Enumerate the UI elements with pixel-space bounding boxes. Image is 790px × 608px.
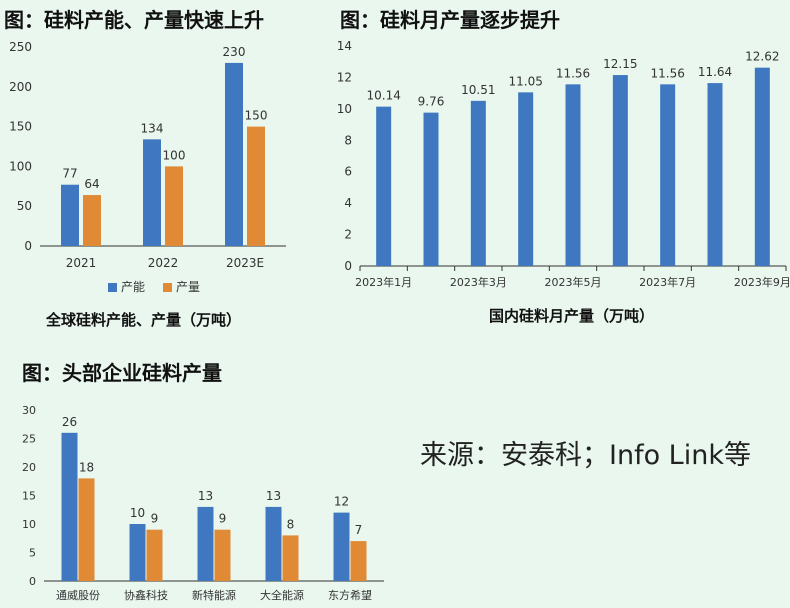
data-label: 11.56 [556, 66, 590, 80]
bar-series-1 [754, 67, 770, 266]
data-label: 11.56 [650, 66, 684, 80]
x-tick-label: 大全能源 [260, 588, 304, 602]
bar-series-1 [518, 92, 534, 266]
data-label: 13 [266, 489, 281, 503]
y-tick-label: 10 [337, 102, 352, 116]
y-tick-label: 0 [29, 575, 36, 588]
y-tick-label: 14 [337, 39, 352, 53]
bar-产量 [247, 126, 265, 246]
bar-series-1 [660, 84, 676, 266]
data-label: 9.76 [418, 95, 445, 109]
data-label: 100 [163, 148, 186, 162]
bar-series-2 [282, 535, 299, 581]
y-tick-label: 25 [22, 433, 36, 446]
heading-global-chart: 图：硅料产能、产量快速上升 [4, 8, 264, 32]
data-label: 12.62 [745, 50, 779, 64]
bar-series-1 [470, 100, 486, 266]
heading-leaders-chart: 图：头部企业硅料产量 [22, 361, 222, 385]
data-label: 10.51 [461, 83, 495, 97]
bar-产能 [225, 62, 243, 246]
y-tick-label: 12 [337, 70, 352, 84]
bar-产量 [83, 195, 101, 246]
y-tick-label: 4 [344, 196, 352, 210]
bar-产能 [143, 139, 161, 246]
x-tick-label: 通威股份 [56, 589, 100, 602]
data-label: 134 [141, 121, 164, 135]
data-label: 12.15 [603, 57, 637, 71]
bar-series-2 [214, 529, 231, 581]
data-label: 10 [130, 506, 145, 520]
leading-companies-output-chart: 0 5 10 15 20 25 30 26 18 通威股份 10 9 协鑫科技 13 9 新特能源 13 8 大全能… [22, 404, 384, 602]
x-tick-label: 2023年9月 [734, 275, 790, 289]
bar-产量 [165, 166, 183, 246]
x-tick-label: 新特能源 [192, 588, 236, 602]
source-note: 来源：安泰科；Info Link等 [420, 440, 751, 471]
bar-series-1 [423, 112, 439, 266]
y-tick-label: 5 [29, 547, 36, 560]
y-tick-label: 15 [22, 490, 36, 503]
y-tick-label: 250 [9, 40, 32, 54]
data-label: 77 [62, 167, 77, 181]
legend-swatch-产能 [108, 283, 117, 292]
bar-series-1 [197, 506, 214, 581]
y-tick-label: 6 [344, 165, 352, 179]
y-tick-label: 20 [22, 461, 36, 474]
data-label: 11.64 [698, 65, 732, 79]
legend-label: 产量 [176, 280, 200, 294]
bar-series-1 [265, 506, 282, 581]
x-tick-label: 协鑫科技 [124, 588, 168, 602]
x-tick-label: 东方希望 [328, 588, 372, 602]
x-tick-label: 2023年5月 [545, 275, 602, 289]
x-tick-label: 2023年3月 [450, 275, 507, 289]
caption-domestic-chart: 国内硅料月产量（万吨） [489, 307, 655, 325]
x-tick-label: 2023E [226, 256, 264, 270]
data-label: 13 [198, 489, 213, 503]
data-label: 9 [151, 512, 159, 526]
caption-global-chart: 全球硅料产能、产量（万吨） [46, 311, 242, 329]
y-tick-label: 30 [22, 404, 36, 417]
y-tick-label: 0 [344, 259, 352, 273]
data-label: 7 [355, 523, 363, 537]
bar-series-1 [61, 432, 78, 581]
domestic-monthly-output-chart: 0 2 4 6 8 10 12 14 10.14 2023年1月 9.76 10.51 2023年3月 1… [337, 39, 790, 289]
data-label: 11.05 [508, 74, 542, 88]
bar-产能 [61, 184, 79, 246]
y-tick-label: 150 [9, 120, 32, 134]
bar-series-1 [707, 83, 723, 266]
legend-label: 产能 [121, 280, 145, 294]
y-tick-label: 50 [17, 199, 32, 213]
bar-series-1 [333, 512, 350, 581]
x-tick-label: 2023年1月 [355, 275, 412, 289]
data-label: 12 [334, 495, 349, 509]
y-tick-label: 2 [344, 228, 352, 242]
y-tick-label: 10 [22, 518, 36, 531]
data-label: 10.14 [366, 89, 400, 103]
bar-series-1 [612, 75, 628, 266]
legend-swatch-产量 [163, 283, 172, 292]
data-label: 18 [79, 460, 94, 474]
data-label: 9 [219, 512, 227, 526]
y-tick-label: 0 [24, 239, 32, 253]
bar-series-2 [78, 478, 95, 581]
bar-series-2 [350, 541, 367, 581]
data-label: 64 [84, 177, 99, 191]
y-tick-label: 100 [9, 159, 32, 173]
bar-series-2 [146, 529, 163, 581]
global-capacity-output-chart: 0 50 100 150 200 250 77 64 2021 134 100 2022 230 150 2… [9, 40, 286, 294]
y-tick-label: 200 [9, 80, 32, 94]
data-label: 8 [287, 517, 295, 531]
data-label: 26 [62, 415, 77, 429]
x-tick-label: 2021 [66, 256, 97, 270]
bar-series-1 [376, 106, 392, 267]
bar-series-1 [129, 524, 146, 581]
bar-series-1 [565, 84, 581, 266]
heading-domestic-chart: 图：硅料月产量逐步提升 [340, 8, 560, 32]
x-tick-label: 2023年7月 [639, 275, 696, 289]
x-tick-label: 2022 [148, 256, 179, 270]
data-label: 230 [223, 45, 246, 59]
y-tick-label: 8 [344, 133, 352, 147]
data-label: 150 [245, 109, 268, 123]
